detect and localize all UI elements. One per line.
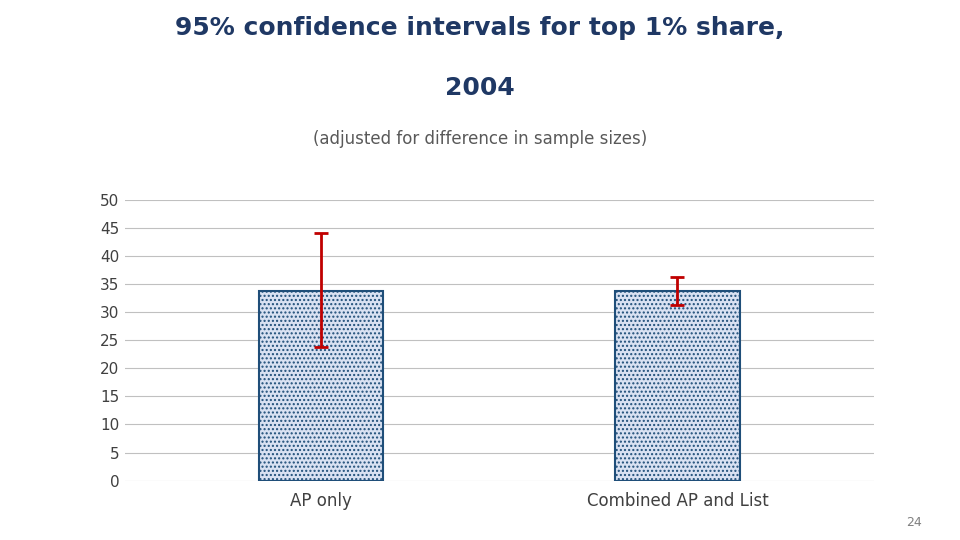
Text: (adjusted for difference in sample sizes): (adjusted for difference in sample sizes… bbox=[313, 130, 647, 147]
Text: 2004: 2004 bbox=[445, 76, 515, 99]
Bar bbox=[615, 291, 740, 481]
Text: 95% confidence intervals for top 1% share,: 95% confidence intervals for top 1% shar… bbox=[176, 16, 784, 40]
Bar bbox=[258, 291, 383, 481]
Text: 24: 24 bbox=[906, 516, 922, 529]
